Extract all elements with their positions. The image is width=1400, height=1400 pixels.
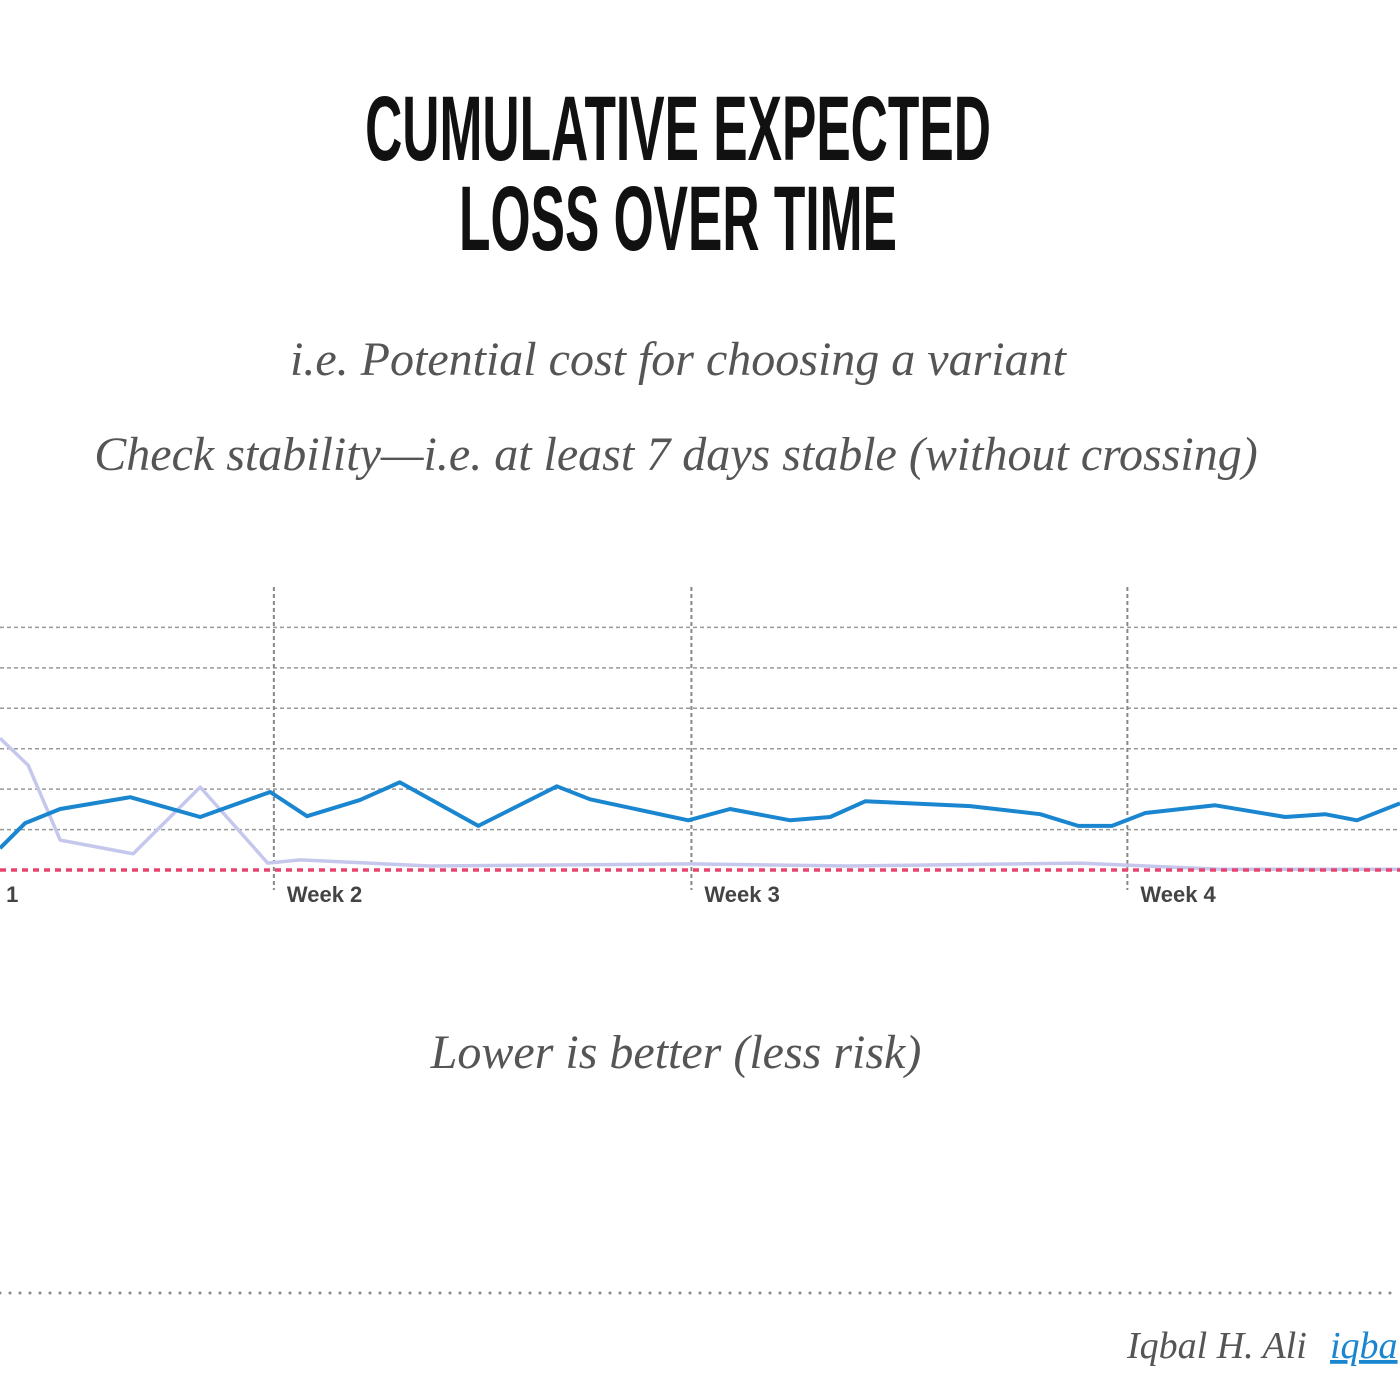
x-tick-label: Week 1 [0, 882, 18, 907]
plot: Week 1 Week 2 Week 3 Week 4 [0, 587, 1400, 907]
title-line: CUMULATIVE EXPECTED [365, 77, 991, 179]
x-tick-label: Week 4 [1140, 882, 1216, 907]
link[interactable]: iqba [1330, 1325, 1398, 1367]
series-line [0, 736, 1400, 871]
series-line [0, 780, 1400, 850]
subtitle: i.e. Potential cost for choosing a varia… [290, 333, 1068, 386]
author: Iqbal H. Ali [1126, 1325, 1307, 1367]
x-tick-label: Week 2 [287, 882, 362, 907]
note: Check stability—i.e. at least 7 days sta… [94, 428, 1257, 481]
x-tick-label: Week 3 [704, 882, 779, 907]
title-line: LOSS OVER TIME [459, 167, 897, 269]
caption: Lower is better (less risk) [430, 1026, 922, 1079]
